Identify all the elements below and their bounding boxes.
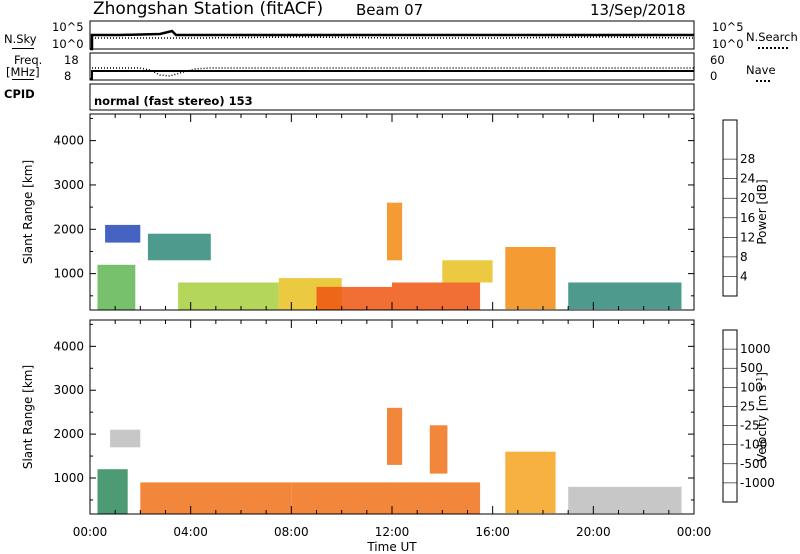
velocity-colorbar-frame — [722, 329, 738, 503]
velocity-cell-4 — [387, 407, 403, 465]
beam-label: Beam 07 — [356, 1, 424, 19]
velocity-colorbar-units-end: ] — [755, 372, 769, 377]
nave-tick-low: 0 — [710, 69, 718, 83]
velocity-colorbar-label-0: -1000 — [740, 476, 775, 490]
velocity-colorbar-units: [m s — [755, 385, 769, 411]
freq-legend-line — [12, 79, 34, 80]
n-sky-label: N.Sky — [4, 32, 37, 46]
power-colorbar-title: Power [dB] — [755, 179, 769, 244]
power-colorbar-label-4: 20 — [740, 191, 755, 205]
power-heatmap — [97, 202, 682, 310]
nave-tick-high: 60 — [710, 53, 725, 67]
power-ytick-label-0: 1000 — [53, 267, 84, 281]
power-ytick-label-2: 3000 — [53, 178, 84, 192]
velocity-colorbar-label-2: -100 — [740, 438, 767, 452]
velocity-colorbar: -1000 -500 -100 -25 25 100 500 1000 — [722, 329, 775, 503]
power-ytick-label-3: 4000 — [53, 134, 84, 148]
velocity-ytick-label-0: 1000 — [53, 471, 84, 485]
time-label-3: 12:00 — [375, 525, 410, 539]
power-y-axis-title: Slant Range [km] — [21, 160, 35, 264]
power-cell-1 — [105, 224, 141, 243]
power-cell-9 — [505, 247, 556, 310]
cpid-label: CPID — [4, 87, 35, 101]
power-cell-2 — [147, 233, 211, 261]
cpid-panel-frame — [89, 83, 695, 111]
velocity-colorbar-quantity: Velocity — [755, 415, 769, 462]
n-search-label: N.Search — [746, 30, 798, 44]
power-colorbar-label-0: 4 — [740, 269, 748, 283]
freq-tick-low: 8 — [64, 69, 72, 83]
freq-panel-frame — [89, 52, 695, 81]
velocity-cell-6 — [505, 451, 556, 514]
velocity-ytick-label-3: 4000 — [53, 339, 84, 353]
power-cell-10 — [568, 282, 682, 310]
x-axis-title: Time UT — [366, 540, 417, 554]
noise-sky-line — [90, 29, 694, 51]
cpid-value: normal (fast stereo) 153 — [94, 94, 253, 108]
nave-label: Nave — [746, 63, 776, 77]
power-colorbar: 4 8 12 16 20 24 28 — [722, 119, 755, 297]
time-label-2: 08:00 — [274, 525, 309, 539]
power-colorbar-label-3: 16 — [740, 211, 755, 225]
velocity-ytick-label-2: 3000 — [53, 383, 84, 397]
velocity-cell-3 — [291, 482, 481, 514]
nave-legend-line — [756, 80, 770, 82]
power-ytick-label-1: 2000 — [53, 222, 84, 236]
power-colorbar-label-6: 28 — [740, 152, 755, 166]
n-sky-tick-high: 10^5 — [52, 20, 84, 34]
date-label: 13/Sep/2018 — [590, 1, 686, 19]
freq-tick-high: 18 — [64, 53, 79, 67]
power-cell-6 — [387, 202, 403, 261]
power-colorbar-label-5: 24 — [740, 172, 755, 186]
velocity-colorbar-label-5: 100 — [740, 380, 763, 394]
power-cell-7 — [392, 282, 481, 310]
velocity-cell-7 — [568, 486, 682, 514]
n-sky-tick-low: 10^0 — [52, 37, 84, 51]
freq-units-label: [MHz] — [6, 65, 40, 79]
freq-line — [90, 70, 694, 80]
velocity-colorbar-label-6: 500 — [740, 361, 763, 375]
velocity-colorbar-units-sup: -1 — [755, 377, 764, 385]
freq-label: Freq. — [14, 53, 43, 67]
velocity-cell-5 — [429, 425, 448, 474]
power-colorbar-label-1: 8 — [740, 250, 748, 264]
velocity-y-axis-title: Slant Range [km] — [21, 365, 35, 469]
velocity-colorbar-title: Velocity [m s-1] — [755, 372, 769, 462]
n-search-tick-low: 10^0 — [712, 37, 744, 51]
velocity-colorbar-label-4: 25 — [740, 399, 755, 413]
n-search-tick-high: 10^5 — [712, 20, 744, 34]
time-label-0: 00:00 — [73, 525, 108, 539]
power-colorbar-frame — [722, 119, 738, 297]
power-cell-3 — [178, 282, 279, 310]
time-label-1: 04:00 — [173, 525, 208, 539]
velocity-colorbar-label-7: 1000 — [740, 342, 771, 356]
power-cell-5 — [316, 286, 392, 310]
velocity-x-ticks — [89, 320, 695, 514]
velocity-colorbar-label-3: -25 — [740, 419, 760, 433]
power-x-ticks — [89, 114, 695, 310]
velocity-y-axis: 1000 2000 3000 4000 — [53, 323, 694, 501]
nave-line — [92, 67, 694, 77]
velocity-colorbar-label-1: -500 — [740, 457, 767, 471]
power-cell-0 — [97, 264, 136, 310]
power-y-axis: 1000 2000 3000 4000 — [53, 117, 694, 297]
time-label-6: 00:00 — [677, 525, 712, 539]
velocity-cell-0 — [97, 469, 128, 514]
velocity-heatmap — [97, 407, 682, 514]
power-colorbar-label-2: 12 — [740, 230, 755, 244]
n-search-legend-line — [758, 47, 788, 49]
page-title: Zhongshan Station (fitACF) — [93, 0, 324, 19]
velocity-cell-2 — [140, 482, 292, 514]
power-cell-8 — [442, 260, 493, 283]
time-label-4: 16:00 — [475, 525, 510, 539]
time-label-5: 20:00 — [576, 525, 611, 539]
n-sky-legend-line — [12, 48, 34, 49]
velocity-ytick-label-1: 2000 — [53, 427, 84, 441]
velocity-cell-1 — [110, 429, 141, 448]
time-axis-labels: 00:00 04:00 08:00 12:00 16:00 20:00 00:00 — [73, 525, 712, 539]
noise-search-line — [92, 36, 695, 39]
